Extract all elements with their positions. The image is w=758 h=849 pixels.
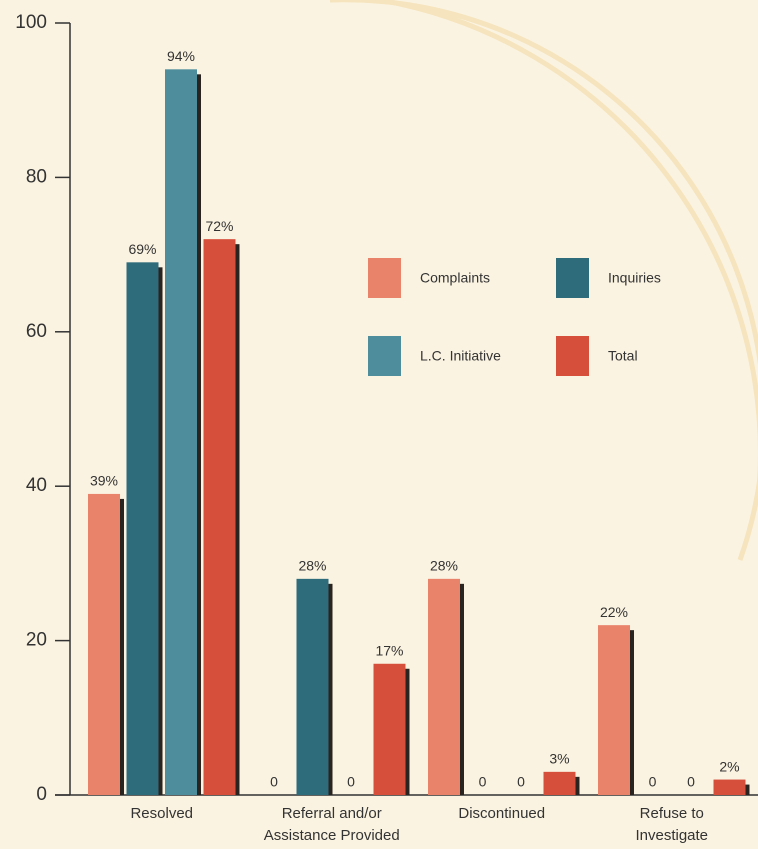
y-tick-label: 40 (26, 475, 47, 496)
value-label: 0 (479, 774, 487, 790)
x-tick-label: Referral and/or Assistance Provided (263, 805, 400, 844)
value-label: 3% (549, 751, 569, 767)
value-label: 0 (270, 774, 278, 790)
value-label: 94% (167, 48, 195, 64)
bar-shadow (120, 498, 124, 795)
bar-shadow (575, 776, 580, 795)
bar-shadow (158, 267, 163, 795)
y-tick-label: 60 (26, 321, 47, 342)
bar-shadow (235, 244, 240, 795)
bar-shadow (328, 583, 333, 795)
bar (203, 239, 236, 795)
value-label: 39% (90, 473, 118, 489)
bar (713, 779, 746, 795)
background-decor (330, 0, 758, 561)
legend-swatch (556, 336, 589, 376)
legend-swatch (556, 258, 589, 298)
bar-shadow (460, 583, 464, 795)
y-tick-label: 100 (15, 12, 47, 33)
value-label: 2% (719, 758, 739, 774)
bar (543, 771, 576, 795)
value-label: 0 (517, 774, 525, 790)
bar (126, 262, 159, 795)
legend-label: L.C. Initiative (420, 348, 501, 364)
value-label: 0 (649, 774, 657, 790)
y-tick-label: 0 (36, 784, 47, 805)
legend-label: Complaints (420, 270, 490, 286)
x-tick-label: Discontinued (458, 805, 546, 822)
legend-swatch (368, 336, 401, 376)
value-label: 28% (298, 558, 326, 574)
bar-shadow (630, 630, 634, 795)
bar (165, 69, 197, 795)
legend-label: Total (608, 348, 638, 364)
bar (428, 578, 460, 795)
value-label: 28% (430, 558, 458, 574)
bar-shadow (745, 784, 750, 795)
bar (598, 625, 630, 795)
value-label: 0 (687, 774, 695, 790)
value-label: 69% (128, 241, 156, 257)
value-label: 72% (205, 218, 233, 234)
y-tick-label: 20 (26, 630, 47, 651)
bar-shadow (405, 668, 410, 795)
x-tick-label: Resolved (130, 805, 194, 822)
legend-swatch (368, 258, 401, 298)
value-label: 22% (600, 604, 628, 620)
legend-label: Inquiries (608, 270, 661, 286)
bar (296, 578, 329, 795)
value-label: 0 (347, 774, 355, 790)
bar-shadow (197, 74, 201, 795)
bar (88, 493, 120, 795)
value-label: 17% (375, 642, 403, 658)
bar (373, 663, 406, 795)
x-tick-label: Refuse to Investigate (635, 805, 709, 844)
y-tick-label: 80 (26, 166, 47, 187)
